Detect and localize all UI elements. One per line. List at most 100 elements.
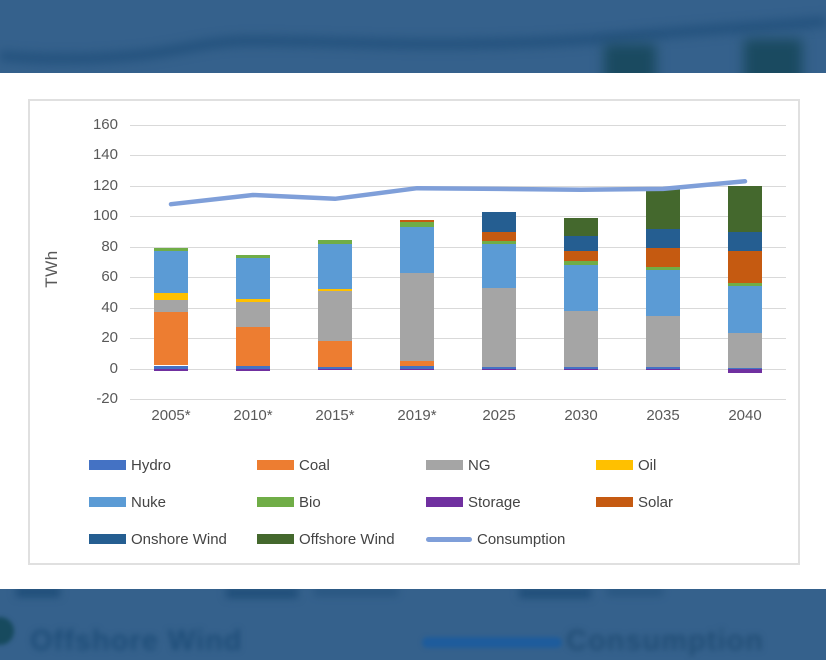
- bar-segment-ng-2015: [318, 290, 352, 342]
- background-top-strip: [0, 0, 826, 73]
- background-blurred-consumption-line: [0, 17, 826, 64]
- chart-panel: TWh 160 140 120 100 80 60 40 20 0 -20 2005* 2010* 20…: [28, 99, 800, 565]
- bar-segment-solar-2025: [482, 231, 516, 241]
- bar-segment-coal-2005: [154, 312, 188, 366]
- bar-segment-hydro-2030: [564, 367, 598, 369]
- bar-segment-nuke-2010: [236, 258, 270, 300]
- legend-label-storage: Storage: [468, 493, 521, 511]
- bar-segment-storage-2030: [564, 368, 598, 371]
- bar-segment-ng-2005: [154, 300, 188, 313]
- bar-segment-hydro-2040: [728, 367, 762, 369]
- coal-swatch: [257, 460, 294, 470]
- y-tick-label: 80: [101, 237, 118, 255]
- bar-segment-ng-2030: [564, 310, 598, 368]
- bar-segment-storage-2005: [154, 368, 188, 371]
- bar-segment-storage-2015: [318, 368, 352, 370]
- y-tick-label: 120: [92, 176, 118, 194]
- background-blurred-swatch: [519, 589, 591, 598]
- x-tick-label: 2010*: [233, 407, 273, 424]
- legend-item-nuke: Nuke: [89, 493, 166, 511]
- bar-segment-ng-2025: [482, 287, 516, 368]
- bar-segment-nuke-2040: [728, 286, 762, 333]
- onshore-wind-swatch: [89, 534, 126, 544]
- bar-segment-bio-2015: [318, 239, 352, 245]
- legend-label-oil: Oil: [638, 456, 657, 474]
- legend-item-offshore-wind: Offshore Wind: [257, 530, 395, 548]
- background-blurred-bar: [604, 44, 656, 73]
- nuke-swatch: [89, 497, 126, 507]
- bar-segment-bio-2010: [236, 255, 270, 259]
- bar-segment-hydro-2015: [318, 367, 352, 369]
- y-tick-label: 20: [101, 329, 118, 347]
- gridline-20: [130, 338, 786, 340]
- bar-segment-nuke-2005: [154, 250, 188, 294]
- gridline-0: [130, 368, 786, 370]
- background-blurred-text-fragment: [16, 589, 60, 597]
- bar-segment-onshore-wind-2030: [564, 236, 598, 251]
- gridline-60: [130, 277, 786, 279]
- background-blurred-circle: [0, 617, 14, 645]
- y-tick-label: 60: [101, 268, 118, 286]
- bar-segment-hydro-2019: [400, 365, 434, 369]
- background-blurred-text-fragment: [314, 589, 398, 596]
- bar-segment-hydro-2025: [482, 367, 516, 369]
- oil-swatch: [596, 460, 633, 470]
- background-blurred-offshore-wind-text: Offshore Wind: [30, 625, 243, 657]
- gridline-140: [130, 155, 786, 157]
- bar-segment-bio-2030: [564, 261, 598, 266]
- offshore-wind-swatch: [257, 534, 294, 544]
- bar-segment-storage-2035: [646, 368, 680, 371]
- y-tick-label: -20: [96, 390, 118, 407]
- legend-label-ng: NG: [468, 456, 491, 474]
- background-blurred-bar: [744, 39, 802, 73]
- bar-segment-bio-2019: [400, 221, 434, 227]
- y-tick-label: 160: [92, 116, 118, 133]
- legend-item-oil: Oil: [596, 456, 656, 474]
- background-blurred-line-swatch: [422, 637, 562, 648]
- bar-segment-hydro-2005: [154, 365, 188, 369]
- bar-segment-nuke-2030: [564, 265, 598, 311]
- legend-label-offshore-wind: Offshore Wind: [299, 530, 395, 548]
- legend-label-coal: Coal: [299, 456, 330, 474]
- x-tick-label: 2030: [564, 407, 598, 424]
- bar-segment-coal-2015: [318, 341, 352, 368]
- bar-segment-hydro-2010: [236, 365, 270, 369]
- bar-segment-solar-2040: [728, 251, 762, 284]
- bio-swatch: [257, 497, 294, 507]
- hydro-swatch: [89, 460, 126, 470]
- legend-item-ng: NG: [426, 456, 491, 474]
- bar-segment-offshore-wind-2040: [728, 185, 762, 233]
- x-tick-label: 2025: [482, 407, 516, 424]
- bar-segment-bio-2025: [482, 240, 516, 244]
- bar-segment-nuke-2025: [482, 243, 516, 288]
- background-blurred-text-fragment: [607, 589, 663, 596]
- bar-segment-storage-2010: [236, 368, 270, 371]
- bar-segment-onshore-wind-2035: [646, 229, 680, 248]
- gridline-160: [130, 125, 786, 126]
- consumption-swatch: [426, 536, 472, 542]
- bar-segment-onshore-wind-2040: [728, 232, 762, 252]
- legend-label-onshore-wind: Onshore Wind: [131, 530, 227, 548]
- bar-segment-solar-2019: [400, 220, 434, 222]
- bar-segment-ng-2040: [728, 332, 762, 368]
- x-tick-label: 2035: [646, 407, 680, 424]
- gridline-100: [130, 216, 786, 218]
- bar-segment-coal-2019: [400, 360, 434, 366]
- bar-segment-storage-2019: [400, 368, 434, 370]
- bar-segment-storage-2040: [728, 368, 762, 374]
- bar-segment-nuke-2019: [400, 226, 434, 273]
- bar-segment-offshore-wind-2035: [646, 186, 680, 230]
- legend-item-storage: Storage: [426, 493, 521, 511]
- legend-label-bio: Bio: [299, 493, 321, 511]
- gridline-40: [130, 307, 786, 309]
- bar-segment-hydro-2035: [646, 367, 680, 369]
- ng-swatch: [426, 460, 463, 470]
- y-tick-label: 140: [92, 146, 118, 164]
- bar-segment-bio-2035: [646, 266, 680, 271]
- bar-segment-solar-2035: [646, 247, 680, 267]
- storage-swatch: [426, 497, 463, 507]
- legend-item-bio: Bio: [257, 493, 321, 511]
- legend-label-consumption: Consumption: [477, 530, 566, 548]
- legend-item-consumption: Consumption: [426, 530, 565, 548]
